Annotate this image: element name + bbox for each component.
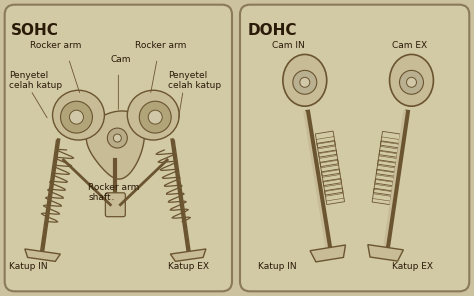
Circle shape [407,77,417,87]
Circle shape [300,77,310,87]
Text: Rocker arm: Rocker arm [135,41,186,51]
Circle shape [108,128,128,148]
Circle shape [148,110,162,124]
Circle shape [400,70,423,94]
Text: Cam: Cam [110,55,131,65]
Polygon shape [368,244,403,261]
Text: shaft: shaft [89,193,111,202]
Text: DOHC: DOHC [248,22,298,38]
Text: Cam EX: Cam EX [392,41,427,51]
Ellipse shape [128,90,179,140]
Text: Rocker arm: Rocker arm [30,41,81,51]
Text: celah katup: celah katup [9,81,62,90]
Text: Katup IN: Katup IN [258,263,297,271]
Circle shape [293,70,317,94]
Polygon shape [86,111,145,179]
Ellipse shape [283,54,327,106]
Polygon shape [310,245,346,262]
Text: Katup IN: Katup IN [9,263,47,271]
Text: Cam IN: Cam IN [272,41,305,51]
Ellipse shape [53,90,104,140]
Text: Rocker arm: Rocker arm [89,183,140,192]
FancyBboxPatch shape [5,5,232,291]
FancyBboxPatch shape [105,193,125,217]
FancyBboxPatch shape [240,5,469,291]
Text: SOHC: SOHC [11,22,59,38]
Text: Katup EX: Katup EX [168,263,209,271]
Circle shape [61,101,92,133]
Text: Katup EX: Katup EX [392,263,433,271]
Polygon shape [170,249,206,261]
Text: celah katup: celah katup [168,81,221,90]
Circle shape [113,134,121,142]
Circle shape [70,110,83,124]
Circle shape [139,101,171,133]
Ellipse shape [390,54,433,106]
Text: Penyetel: Penyetel [9,71,48,80]
Text: Penyetel: Penyetel [168,71,208,80]
Polygon shape [25,249,60,261]
